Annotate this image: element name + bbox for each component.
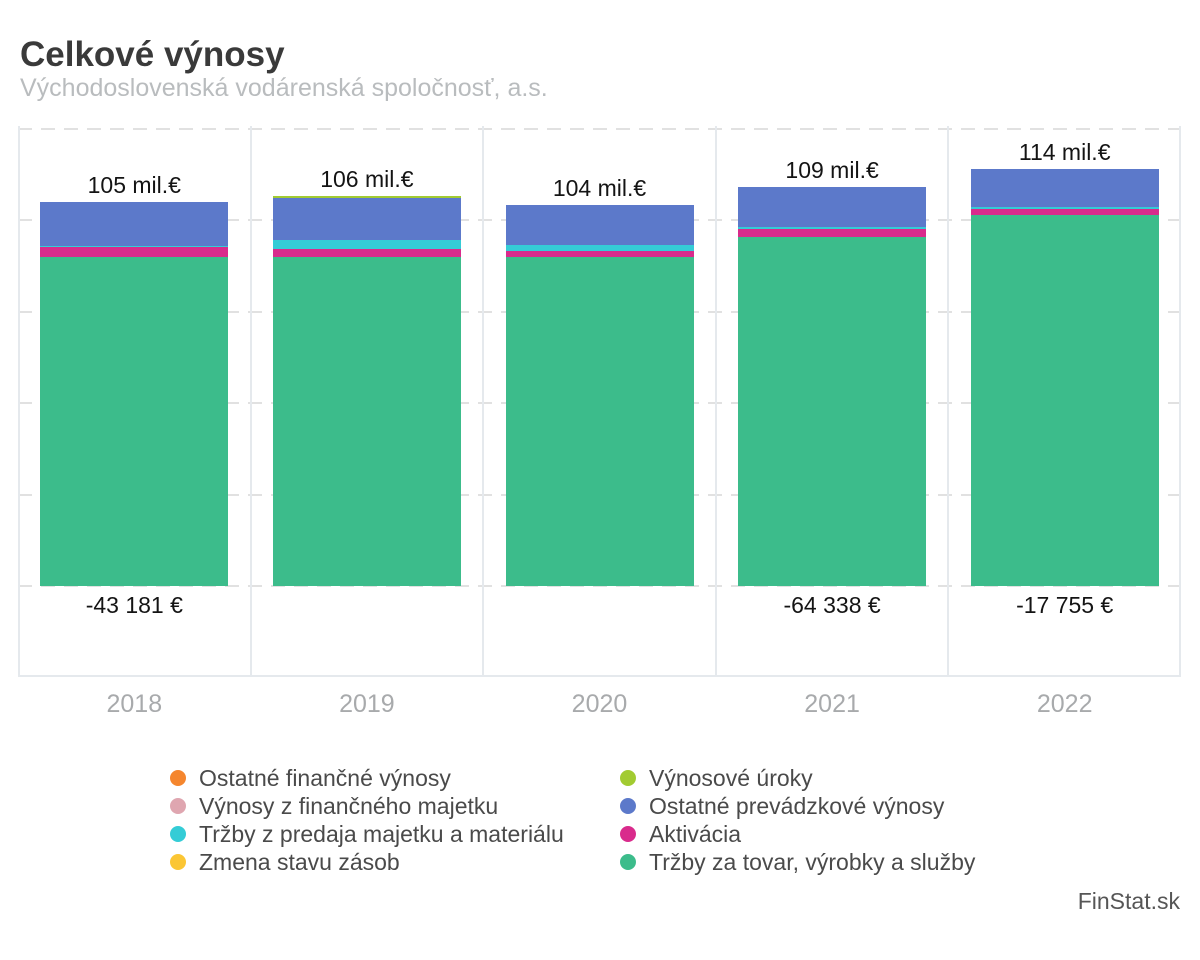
bar-segment-tr-by-za-tovar-v-robky-a-slu-by[interactable] [272, 257, 461, 586]
bar-segment-ostatn-prev-dzkov-v-nosy[interactable] [272, 198, 461, 241]
total-label: 114 mil.€ [1018, 138, 1111, 165]
bar-segment-ostatn-prev-dzkov-v-nosy[interactable] [738, 187, 927, 228]
column-divider [714, 126, 717, 677]
year-label: 2022 [1036, 690, 1093, 718]
legend-item-label: Výnosy z finančného majetku [199, 792, 499, 819]
legend-item[interactable]: Tržby z predaja majetku a materiálu [170, 820, 564, 848]
bar-segment-aktiv-cia[interactable] [505, 250, 694, 258]
bar-segment-aktiv-cia[interactable] [40, 247, 229, 258]
bar-segment-tr-by-z-predaja-majetku-a-materi-lu[interactable] [272, 240, 461, 249]
bar-segment-tr-by-z-predaja-majetku-a-materi-lu[interactable] [40, 245, 229, 248]
legend-item-label: Tržby z predaja majetku a materiálu [199, 820, 564, 847]
legend-column: Ostatné finančné výnosy Výnosy z finančné… [170, 764, 564, 876]
year-label: 2018 [106, 690, 163, 718]
legend-dot-icon [620, 798, 636, 814]
legend-item-label: Tržby za tovar, výrobky a služby [649, 848, 976, 875]
bar-segment-tr-by-z-predaja-majetku-a-materi-lu[interactable] [505, 244, 694, 251]
legend-dot-icon [620, 826, 636, 842]
page-subtitle: Východoslovenská vodárenská spoločnosť, … [20, 74, 548, 102]
legend-item[interactable]: Výnosové úroky [620, 764, 975, 792]
column-divider [249, 126, 252, 677]
legend-item[interactable]: Ostatné prevádzkové výnosy [620, 792, 975, 820]
legend-item[interactable]: Zmena stavu zásob [170, 848, 564, 876]
legend-item-label: Zmena stavu zásob [199, 848, 400, 875]
negative-label: -43 181 € [85, 592, 183, 618]
negative-label: -64 338 € [783, 592, 881, 618]
legend-item-label: Aktivácia [649, 820, 742, 847]
legend: Ostatné finančné výnosy Výnosy z finančné… [0, 764, 1200, 884]
total-label: 105 mil.€ [87, 171, 181, 198]
legend-dot-icon [620, 770, 636, 786]
gridline [18, 585, 1181, 587]
plot-area: 105 mil.€ -43 181 € 2018 106 mil.€ 2019 104 m… [18, 126, 1181, 718]
legend-dot-icon [170, 798, 186, 814]
bar-segment-v-nosov-roky[interactable] [272, 195, 461, 199]
total-label: 106 mil.€ [320, 165, 414, 192]
bar-segment-tr-by-za-tovar-v-robky-a-slu-by[interactable] [505, 257, 694, 586]
bar-segment-aktiv-cia[interactable] [272, 248, 461, 258]
legend-item-label: Ostatné finančné výnosy [199, 764, 451, 791]
column-divider [482, 126, 485, 677]
legend-item-label: Ostatné prevádzkové výnosy [649, 792, 945, 819]
bar-segment-tr-by-z-predaja-majetku-a-materi-lu[interactable] [738, 227, 927, 230]
finstat-credit[interactable]: FinStat.sk [1077, 888, 1180, 914]
legend-dot-icon [170, 854, 186, 870]
gridline [18, 127, 1181, 130]
page-title: Celkové výnosy [20, 35, 285, 75]
year-label: 2019 [339, 690, 395, 718]
plot-border-bottom [18, 675, 1181, 677]
total-label: 104 mil.€ [552, 175, 647, 202]
bar-segment-aktiv-cia[interactable] [738, 229, 927, 237]
negative-label: -17 755 € [1016, 592, 1114, 618]
bar-segment-ostatn-prev-dzkov-v-nosy[interactable] [970, 168, 1159, 208]
legend-item[interactable]: Výnosy z finančného majetku [170, 792, 564, 820]
bar-segment-tr-by-z-predaja-majetku-a-materi-lu[interactable] [970, 207, 1159, 210]
legend-dot-icon [620, 854, 636, 870]
legend-column: Výnosové úroky Ostatné prevádzkové výnosy… [620, 764, 975, 876]
legend-item[interactable]: Aktivácia [620, 820, 975, 848]
bar-segment-tr-by-za-tovar-v-robky-a-slu-by[interactable] [970, 215, 1159, 586]
legend-dot-icon [170, 770, 186, 786]
plot-border [1179, 126, 1181, 677]
column-divider [947, 126, 950, 677]
total-label: 109 mil.€ [785, 157, 879, 184]
year-label: 2020 [571, 690, 628, 718]
legend-dot-icon [170, 826, 186, 842]
bar-segment-aktiv-cia[interactable] [970, 209, 1159, 216]
bar-segment-tr-by-za-tovar-v-robky-a-slu-by[interactable] [40, 257, 229, 586]
legend-item[interactable]: Tržby za tovar, výrobky a služby [620, 848, 975, 876]
bar-segment-ostatn-prev-dzkov-v-nosy[interactable] [505, 205, 694, 245]
bar-segment-ostatn-prev-dzkov-v-nosy[interactable] [40, 201, 229, 246]
plot-border [18, 126, 20, 677]
legend-item-label: Výnosové úroky [649, 764, 813, 791]
year-label: 2021 [804, 690, 860, 718]
legend-item[interactable]: Ostatné finančné výnosy [170, 764, 564, 792]
bar-segment-tr-by-za-tovar-v-robky-a-slu-by[interactable] [738, 236, 927, 586]
